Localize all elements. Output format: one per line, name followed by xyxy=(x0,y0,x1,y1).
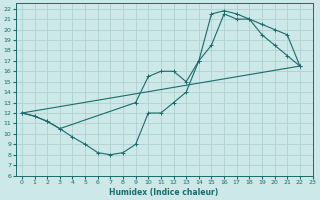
X-axis label: Humidex (Indice chaleur): Humidex (Indice chaleur) xyxy=(109,188,219,197)
